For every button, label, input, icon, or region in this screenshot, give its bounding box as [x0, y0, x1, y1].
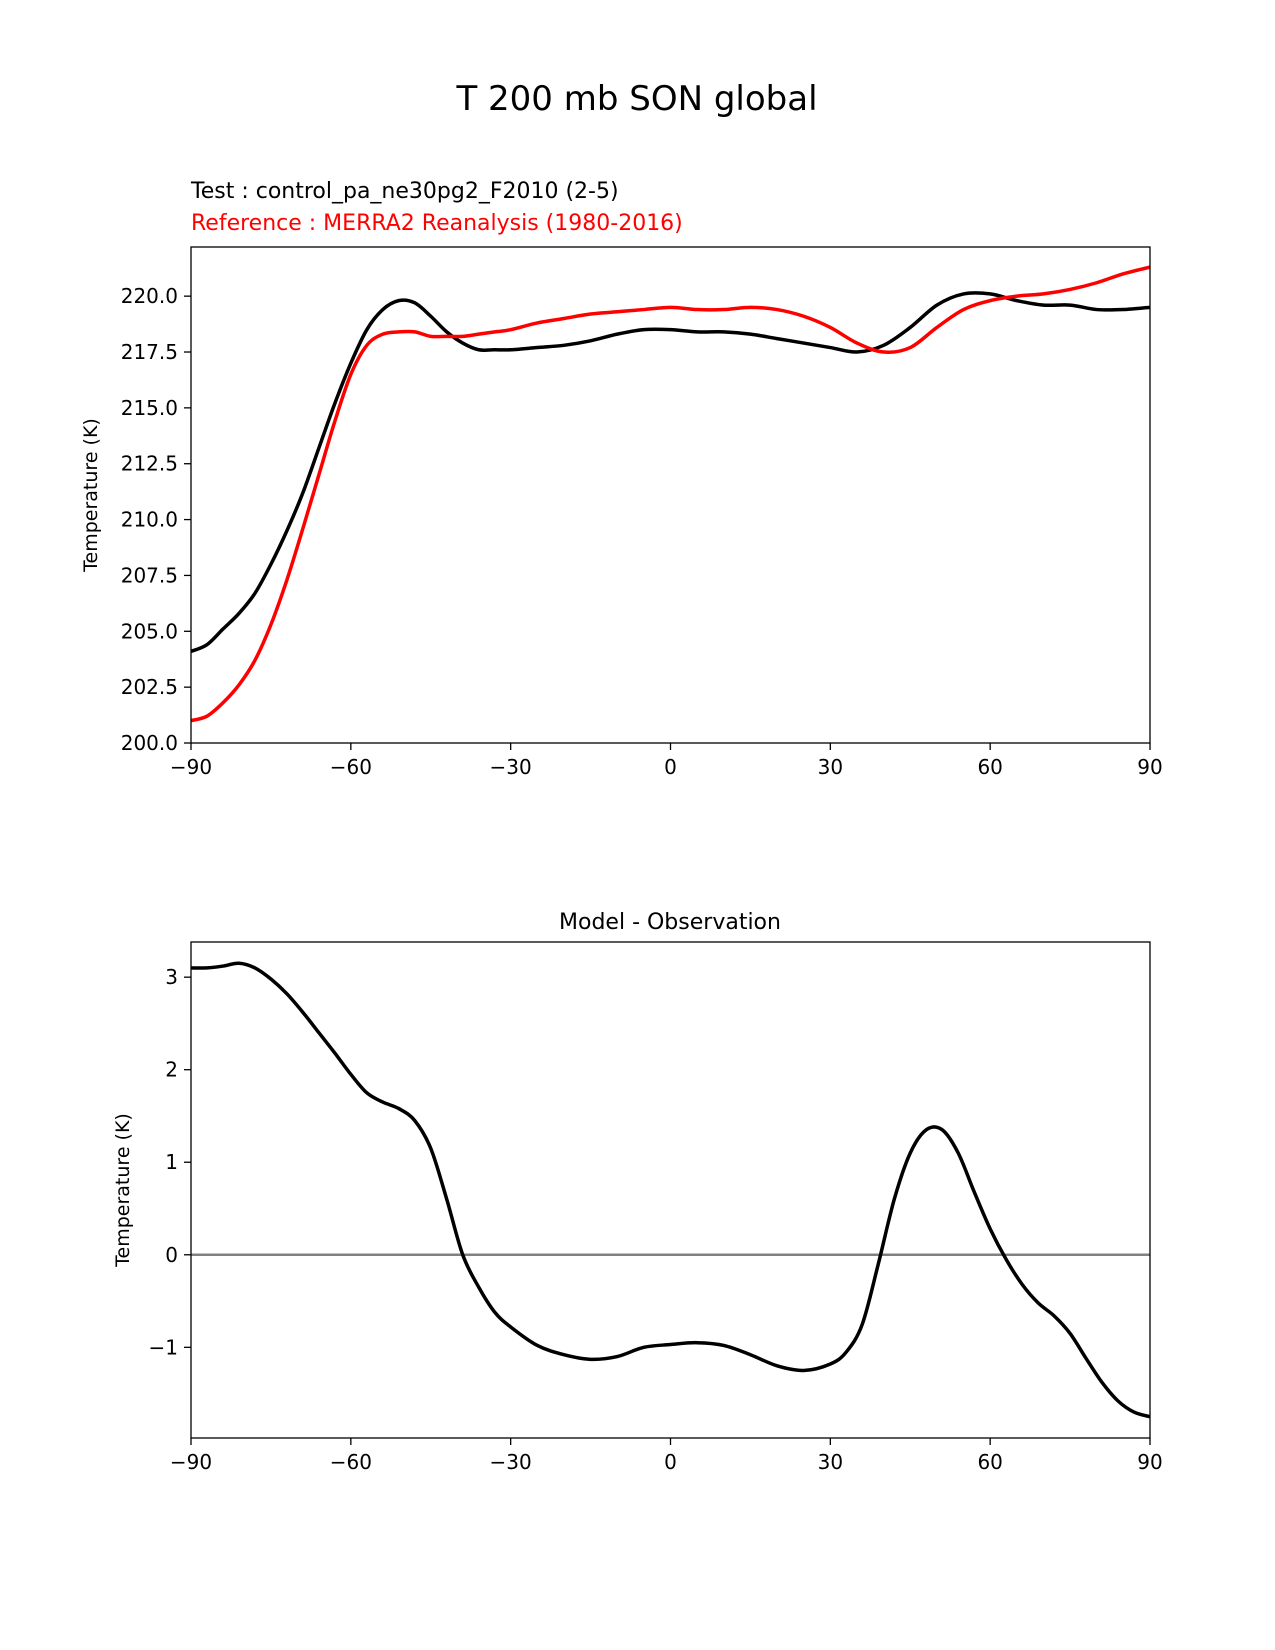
temperature-x-tick-label: −30: [490, 755, 532, 779]
difference-y-tick-label: 2: [165, 1058, 178, 1082]
temperature-series-test: [190, 291, 1151, 654]
difference-axes: −90 −60 −30 0 30 60 90 −1 0 1 2 3: [149, 965, 1163, 1474]
temperature-x-tick-label: −90: [170, 755, 212, 779]
difference-x-tick-label: −30: [490, 1450, 532, 1474]
temperature-x-tick-label: 30: [818, 755, 843, 779]
difference-series: [190, 961, 1151, 1419]
difference-x-tick-label: −60: [330, 1450, 372, 1474]
temperature-series: [190, 265, 1151, 723]
temperature-plot-frame: [190, 246, 1151, 744]
temperature-y-tick-label: 205.0: [121, 619, 178, 643]
difference-x-tick-label: 0: [664, 1450, 677, 1474]
difference-chart-title: Model - Observation: [559, 910, 781, 935]
temperature-y-tick-label: 210.0: [121, 508, 178, 532]
temperature-x-tick-label: −60: [330, 755, 372, 779]
difference-y-tick-label: −1: [149, 1335, 178, 1359]
difference-y-axis-label: Temperature (K): [112, 1113, 134, 1268]
temperature-x-tick-label: 60: [977, 755, 1002, 779]
temperature-y-tick-label: 217.5: [121, 340, 178, 364]
figure-title: T 200 mb SON global: [455, 79, 817, 119]
difference-x-tick-label: −90: [170, 1450, 212, 1474]
difference-x-tick-label: 30: [818, 1450, 843, 1474]
temperature-y-tick-label: 220.0: [121, 284, 178, 308]
difference-series-difference: [190, 961, 1151, 1419]
reference-label: Reference : MERRA2 Reanalysis (1980-2016…: [191, 211, 683, 236]
temperature-y-tick-label: 212.5: [121, 452, 178, 476]
difference-plot-frame: [190, 941, 1151, 1439]
temperature-x-tick-label: 90: [1137, 755, 1162, 779]
test-label: Test : control_pa_ne30pg2_F2010 (2-5): [190, 179, 619, 204]
temperature-x-tick-label: 0: [664, 755, 677, 779]
temperature-y-tick-label: 200.0: [121, 731, 178, 755]
temperature-chart: Test : control_pa_ne30pg2_F2010 (2-5) Re…: [80, 179, 1163, 779]
temperature-y-tick-label: 215.0: [121, 396, 178, 420]
difference-x-tick-label: 60: [977, 1450, 1002, 1474]
temperature-axes: −90 −60 −30 0 30 60 90 200.0 202.5 205.0 207.5 210.…: [121, 284, 1163, 779]
temperature-series-reference: [190, 265, 1151, 723]
difference-y-tick-label: 3: [165, 965, 178, 989]
difference-y-tick-label: 0: [165, 1243, 178, 1267]
difference-y-tick-label: 1: [165, 1150, 178, 1174]
temperature-y-tick-label: 202.5: [121, 675, 178, 699]
difference-chart: Model - Observation −90 −60 −30 0 30 60 90 −1 0 1…: [112, 910, 1163, 1474]
temperature-y-tick-label: 207.5: [121, 563, 178, 587]
temperature-y-axis-label: Temperature (K): [80, 418, 102, 573]
difference-x-tick-label: 90: [1137, 1450, 1162, 1474]
